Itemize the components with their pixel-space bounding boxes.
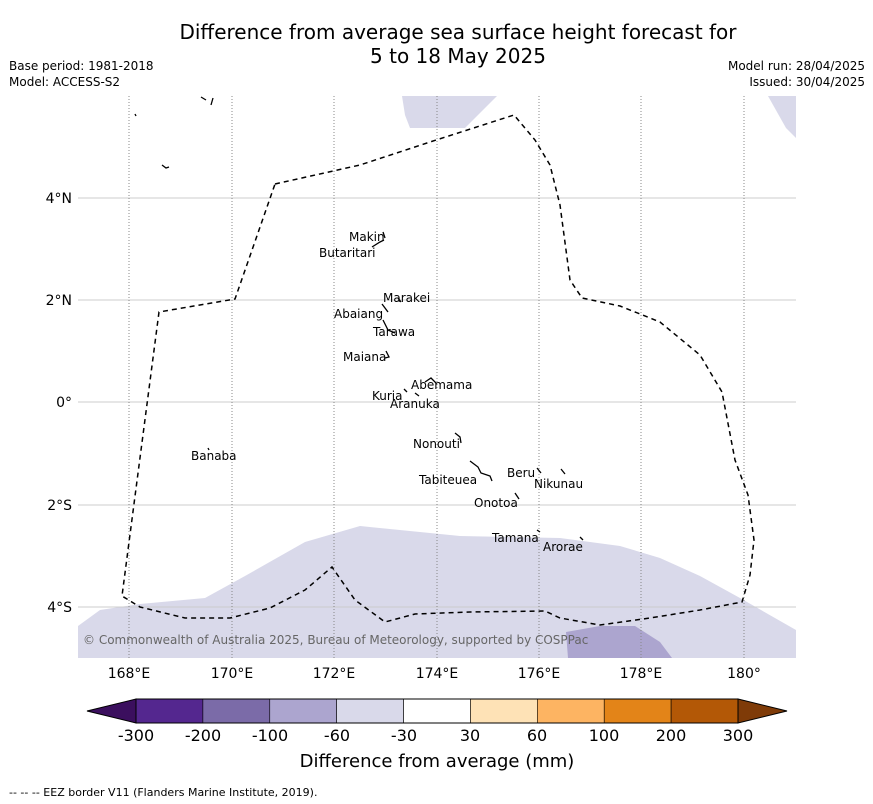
lat-tick-labels: 4°N 2°N 0° 2°S 4°S [46,191,73,616]
eez-border [121,114,755,626]
footnote: -- -- -- EEZ border V11 (Flanders Marine… [9,786,318,799]
anomaly-region-south-darker [566,626,672,658]
island-outlines [134,96,584,541]
lon-tick-168e: 168°E [108,666,151,682]
label-arorae: Arorae [543,540,583,554]
label-beru: Beru [507,466,535,480]
label-makin: Makin [349,230,385,244]
colorbar-bin [603,698,672,724]
island-abaiang [381,303,389,313]
colorbar-blocks [135,698,739,724]
colorbar-bin [537,698,605,724]
island-tabiteuea [469,460,493,482]
cb-tick-label: 100 [589,726,620,745]
island-abemama [424,377,437,384]
issued-date: Issued: 30/04/2025 [749,75,865,89]
label-onotoa: Onotoa [474,496,518,510]
colorbar-extend-high [737,698,788,724]
lon-tick-180: 180° [727,666,761,682]
title-line-2: 5 to 18 May 2025 [370,44,546,68]
cb-tick-label: 200 [656,726,687,745]
label-marakei: Marakei [383,291,430,305]
island-nw-b [200,96,207,101]
colorbar-bin [269,698,337,724]
colorbar-bin [670,698,739,724]
colorbar-bin [470,698,538,724]
lon-gridlines [128,96,745,658]
island-maiana [384,350,390,359]
label-nikunau: Nikunau [534,477,583,491]
label-butaritari: Butaritari [319,246,376,260]
label-tamana: Tamana [491,531,539,545]
label-maiana: Maiana [343,350,386,364]
lat-tick-0: 0° [56,395,72,411]
lon-tick-170e: 170°E [211,666,254,682]
label-tarawa: Tarawa [372,325,415,339]
label-abemama: Abemama [411,378,472,392]
label-kuria: Kuria [372,389,403,403]
cb-tick-label: -200 [185,726,221,745]
colorbar-bin [202,698,271,724]
map-plot-area: Makin Butaritari Marakei Abaiang Tarawa … [78,96,796,658]
label-tabiteuea: Tabiteuea [418,473,477,487]
colorbar-bin [135,698,204,724]
island-marakei [397,297,402,303]
island-nonouti [454,432,462,444]
anomaly-region-northeast [768,96,796,138]
meta-left: Base period: 1981-2018 Model: ACCESS-S2 [9,58,154,90]
island-makin [382,231,386,239]
map-title: Difference from average sea surface heig… [0,20,873,68]
island-tarawa [382,319,396,334]
island-aranuka [414,392,420,397]
island-labels: Makin Butaritari Marakei Abaiang Tarawa … [191,230,583,554]
base-period: Base period: 1981-2018 [9,59,154,73]
island-nw-c [210,97,214,106]
colorbar-title: Difference from average (mm) [300,751,575,772]
colorbar-extend-low [86,698,137,724]
lon-tick-176e: 176°E [518,666,561,682]
colorbar-bin [336,698,404,724]
cb-tick-label: 30 [460,726,480,745]
model-name: Model: ACCESS-S2 [9,75,121,89]
anomaly-region-north [402,96,497,128]
cb-tick-label: -30 [391,726,417,745]
lat-tick-4n: 4°N [46,191,72,207]
colorbar: -300 -200 -100 -60 -30 30 60 100 200 300… [86,698,788,772]
model-run: Model run: 28/04/2025 [727,59,865,73]
lat-tick-2s: 2°S [47,498,72,514]
island-onotoa [514,492,520,500]
eez-border-outer [121,114,755,626]
island-kuria [403,388,408,393]
cb-tick-label: 300 [723,726,754,745]
island-banaba [207,447,210,451]
island-nw-d [161,164,170,169]
cb-tick-label: 60 [527,726,547,745]
island-beru [536,467,542,474]
cb-tick-label: -100 [252,726,288,745]
label-aranuka: Aranuka [390,397,440,411]
label-banaba: Banaba [191,449,237,463]
island-tamana [536,529,541,533]
label-abaiang: Abaiang [334,307,383,321]
cb-tick-label: -60 [324,726,350,745]
label-nonouti: Nonouti [413,437,460,451]
colorbar-frame [135,698,739,724]
island-nw-a [134,113,137,117]
cb-tick-label: -300 [118,726,154,745]
colorbar-tick-labels: -300 -200 -100 -60 -30 30 60 100 200 300 [118,726,753,745]
lon-tick-174e: 174°E [416,666,459,682]
copyright-text: © Commonwealth of Australia 2025, Bureau… [83,633,588,647]
lon-tick-172e: 172°E [313,666,356,682]
lat-tick-4s: 4°S [47,600,72,616]
colorbar-bin [403,698,471,724]
lon-tick-178e: 178°E [620,666,663,682]
island-nikunau [560,468,566,475]
island-arorae [579,536,584,541]
lat-tick-2n: 2°N [46,293,72,309]
title-line-1: Difference from average sea surface heig… [179,20,737,44]
island-butaritari [371,239,385,248]
lon-tick-labels: 168°E 170°E 172°E 174°E 176°E 178°E 180° [108,666,761,682]
meta-right: Model run: 28/04/2025 Issued: 30/04/2025 [728,58,865,90]
